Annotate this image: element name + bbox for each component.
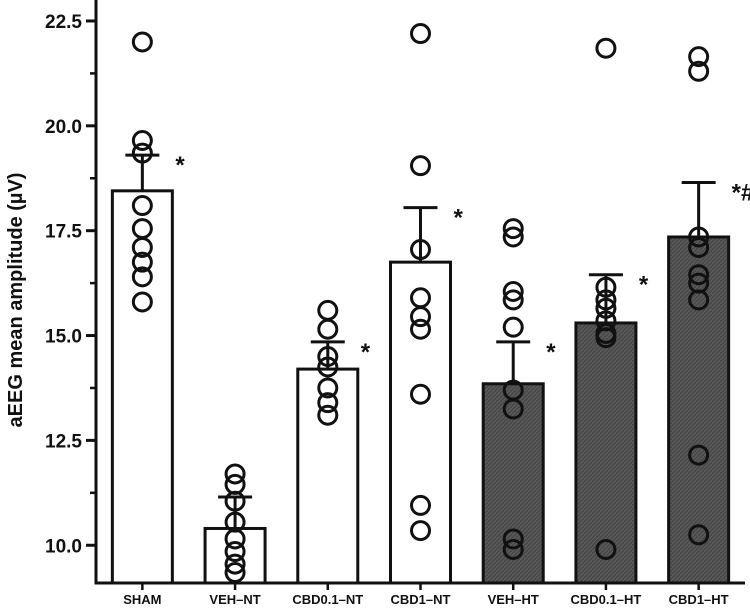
data-point — [224, 541, 246, 563]
data-point — [502, 281, 524, 302]
data-point — [224, 553, 246, 575]
data-point — [224, 528, 246, 550]
bar — [574, 321, 638, 585]
data-point — [131, 31, 153, 53]
data-point — [688, 289, 710, 311]
data-point — [410, 23, 431, 45]
data-point — [224, 490, 246, 512]
axis-labels: 10.0 12.5 15.0 17.5 20.0 22.5 SHAM VEH–NT CBD0.1… — [45, 12, 729, 607]
y-axis-label: aEEG mean amplitude (µV) — [5, 173, 27, 428]
x-tick-label: CBD1–NT — [391, 592, 451, 607]
data-point — [502, 218, 524, 240]
data-point — [317, 392, 339, 414]
x-tick-label: CBD1–HT — [669, 592, 729, 607]
data-point — [688, 524, 710, 546]
significance-mark: * — [175, 152, 185, 179]
data-point — [131, 195, 153, 217]
x-tick-label: VEH–HT — [488, 592, 539, 607]
data-point — [595, 276, 617, 298]
data-point — [688, 226, 710, 248]
data-point — [410, 239, 431, 261]
x-tick-label: VEH–NT — [209, 592, 260, 607]
data-point — [131, 251, 153, 273]
bar — [481, 382, 545, 585]
data-points — [131, 23, 710, 584]
bar — [110, 189, 174, 585]
y-tick-label: 17.5 — [45, 222, 82, 243]
bar — [667, 235, 731, 585]
significance-marks: * * * * * *# — [175, 152, 750, 366]
y-tick-label: 12.5 — [45, 431, 82, 452]
data-point — [410, 155, 431, 177]
significance-mark: * — [639, 272, 649, 299]
data-point — [317, 346, 339, 368]
data-point — [317, 404, 339, 426]
data-point — [688, 46, 710, 68]
significance-mark: * — [546, 339, 556, 366]
error-bars — [125, 153, 716, 529]
data-point — [131, 291, 153, 313]
data-point — [595, 327, 617, 349]
x-tick-label: SHAM — [123, 592, 161, 607]
data-point — [131, 142, 153, 164]
data-point — [131, 130, 153, 152]
y-tick-label: 15.0 — [45, 327, 82, 348]
data-point — [317, 299, 339, 321]
y-tick-label: 20.0 — [45, 117, 82, 138]
data-point — [688, 264, 710, 286]
data-point — [131, 236, 153, 258]
data-point — [224, 562, 246, 584]
bar — [389, 260, 452, 585]
bar — [296, 367, 360, 585]
data-point — [595, 37, 617, 59]
data-point — [595, 297, 617, 319]
data-point — [131, 266, 153, 288]
data-point — [410, 494, 431, 516]
data-point — [410, 306, 431, 328]
data-point — [595, 538, 617, 560]
data-point — [502, 538, 524, 560]
data-point — [688, 236, 710, 258]
data-point — [317, 377, 339, 399]
data-point — [502, 289, 524, 311]
data-point — [502, 316, 524, 338]
data-point — [688, 60, 710, 82]
data-point — [595, 289, 617, 311]
data-point — [410, 383, 431, 405]
bars — [110, 189, 731, 585]
significance-mark: *# — [732, 179, 750, 206]
x-tick-label: CBD0.1–HT — [571, 592, 642, 607]
significance-mark: * — [361, 339, 371, 366]
x-tick-label: CBD0.1–NT — [292, 592, 363, 607]
data-point — [224, 463, 246, 485]
data-point — [502, 528, 524, 550]
data-point — [410, 520, 431, 542]
data-point — [410, 318, 431, 340]
data-point — [317, 318, 339, 340]
data-point — [502, 226, 524, 248]
y-tick-label: 10.0 — [45, 536, 82, 557]
data-point — [688, 444, 710, 466]
significance-mark: * — [454, 205, 464, 232]
y-tick-label: 22.5 — [45, 12, 82, 33]
data-point — [502, 398, 524, 420]
data-point — [317, 356, 339, 378]
